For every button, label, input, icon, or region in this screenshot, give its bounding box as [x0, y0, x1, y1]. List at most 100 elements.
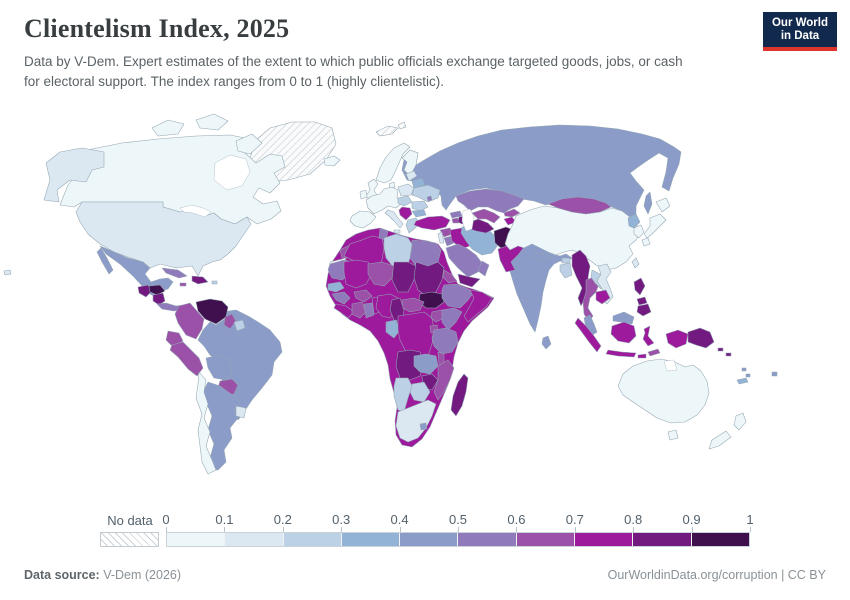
country-vanuatu[interactable]	[745, 373, 751, 378]
legend-colorbar[interactable]	[166, 532, 750, 547]
country-gabon-congo[interactable]	[385, 319, 401, 339]
country-indonesia-papua[interactable]	[665, 329, 689, 349]
legend-color-segment[interactable]	[633, 533, 692, 546]
country-australia[interactable]	[617, 358, 710, 424]
country-zambia[interactable]	[413, 353, 439, 375]
country-indonesia-java[interactable]	[605, 349, 637, 358]
country-mozambique[interactable]	[433, 359, 455, 401]
country-norway-sweden[interactable]	[375, 142, 411, 184]
legend-color-segment[interactable]	[283, 533, 342, 546]
country-iberia[interactable]	[349, 210, 377, 229]
country-taiwan[interactable]	[631, 257, 640, 269]
country-nepal[interactable]	[531, 251, 553, 261]
country-burkina-faso[interactable]	[353, 289, 373, 303]
owid-logo[interactable]: Our World in Data	[763, 12, 837, 51]
country-canada-arctic[interactable]	[151, 119, 185, 137]
country-new-zealand-north[interactable]	[733, 412, 747, 431]
country-new-zealand-south[interactable]	[708, 430, 732, 450]
country-eritrea[interactable]	[442, 269, 458, 284]
country-algeria[interactable]	[343, 235, 385, 271]
country-suriname[interactable]	[233, 319, 246, 332]
country-balkans[interactable]	[398, 206, 413, 221]
country-svalbard[interactable]	[397, 121, 407, 130]
country-usa-hawaii[interactable]	[3, 269, 12, 276]
legend-color-segment[interactable]	[167, 533, 226, 546]
country-poland[interactable]	[397, 183, 415, 197]
legend-color-segment[interactable]	[225, 533, 284, 546]
country-russia-sakhalin[interactable]	[643, 191, 653, 215]
country-lesotho[interactable]	[419, 422, 428, 431]
country-indonesia-sulawesi[interactable]	[642, 325, 655, 347]
country-chile[interactable]	[195, 371, 217, 475]
country-papua-new-guinea[interactable]	[687, 327, 715, 349]
country-madagascar[interactable]	[450, 373, 469, 417]
country-mexico[interactable]	[99, 245, 174, 297]
country-north-korea[interactable]	[627, 213, 641, 229]
legend-no-data-swatch[interactable]	[100, 532, 159, 547]
country-bangladesh[interactable]	[559, 262, 573, 279]
country-central-african-republic[interactable]	[401, 297, 425, 313]
country-mali[interactable]	[343, 259, 373, 289]
country-svalbard[interactable]	[375, 125, 399, 137]
country-sri-lanka[interactable]	[541, 335, 552, 350]
attribution-link[interactable]: OurWorldinData.org/corruption | CC BY	[607, 568, 826, 582]
country-sierra-leone-liberia[interactable]	[333, 303, 355, 319]
country-ivory-coast[interactable]	[351, 301, 367, 319]
country-peru[interactable]	[169, 341, 204, 377]
country-guyana[interactable]	[223, 313, 237, 330]
country-ethiopia[interactable]	[441, 283, 475, 309]
country-czech-hungary[interactable]	[397, 195, 413, 207]
country-senegal[interactable]	[327, 281, 345, 293]
country-ireland[interactable]	[359, 189, 368, 200]
country-puerto-rico[interactable]	[211, 280, 218, 285]
country-tanzania[interactable]	[431, 327, 459, 355]
legend-color-segment[interactable]	[341, 533, 401, 546]
country-bolivia[interactable]	[205, 354, 233, 381]
country-malaysia-borneo[interactable]	[612, 311, 635, 325]
country-philippines-mindanao[interactable]	[636, 303, 652, 317]
country-indonesia-lesser-sunda[interactable]	[637, 353, 647, 359]
country-turkey[interactable]	[413, 215, 451, 231]
country-colombia[interactable]	[174, 302, 205, 340]
country-solomon-islands[interactable]	[725, 352, 732, 357]
country-south-africa[interactable]	[395, 399, 437, 443]
country-bulgaria[interactable]	[411, 209, 427, 218]
country-vietnam[interactable]	[596, 263, 614, 305]
country-russia[interactable]	[401, 124, 682, 218]
country-philippines-luzon[interactable]	[633, 277, 646, 296]
country-somalia[interactable]	[463, 289, 493, 323]
country-guatemala[interactable]	[137, 284, 153, 298]
country-ukraine[interactable]	[411, 184, 441, 203]
country-sudan[interactable]	[413, 261, 445, 297]
country-usa-alaska[interactable]	[43, 147, 105, 203]
country-canada-arctic[interactable]	[195, 113, 229, 131]
country-guinea[interactable]	[331, 291, 351, 305]
legend-color-segment[interactable]	[400, 533, 459, 546]
country-honduras[interactable]	[148, 284, 166, 296]
country-indonesia-sumatra[interactable]	[574, 317, 602, 353]
country-moldova[interactable]	[426, 195, 433, 202]
country-bhutan[interactable]	[561, 257, 571, 264]
country-kyrgyzstan[interactable]	[503, 208, 521, 218]
country-georgia[interactable]	[449, 210, 463, 219]
country-drc[interactable]	[397, 311, 435, 359]
country-uganda[interactable]	[430, 309, 445, 323]
country-niger[interactable]	[367, 261, 395, 287]
country-australia-tasmania[interactable]	[667, 429, 679, 441]
country-japan[interactable]	[655, 197, 671, 213]
country-japan[interactable]	[641, 237, 651, 247]
country-armenia[interactable]	[451, 217, 460, 224]
country-cuba[interactable]	[161, 267, 188, 279]
country-kenya[interactable]	[441, 307, 463, 331]
country-indonesia-kalimantan[interactable]	[610, 321, 637, 344]
country-kazakhstan[interactable]	[455, 188, 525, 214]
country-canada-arctic[interactable]	[235, 133, 263, 155]
country-timor[interactable]	[647, 348, 661, 357]
country-iceland[interactable]	[323, 155, 341, 167]
country-philippines-visayas[interactable]	[636, 296, 648, 306]
country-solomon-islands[interactable]	[717, 347, 724, 352]
country-finland[interactable]	[401, 149, 419, 177]
country-ghana[interactable]	[363, 302, 375, 319]
country-hispaniola[interactable]	[191, 275, 209, 285]
country-mexico-baja[interactable]	[96, 247, 114, 275]
